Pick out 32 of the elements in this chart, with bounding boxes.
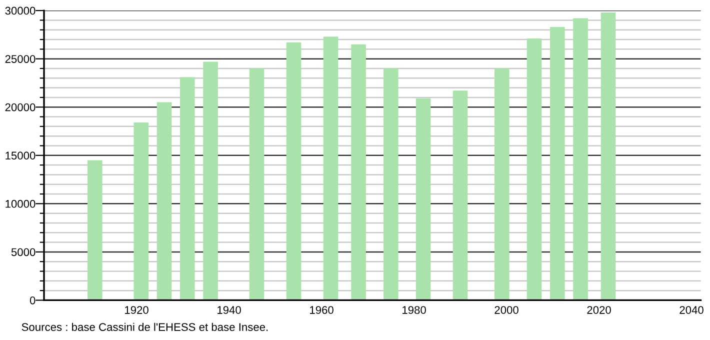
- bar: [286, 42, 302, 300]
- bar: [249, 68, 264, 300]
- x-tick-label: 1980: [402, 306, 426, 314]
- bar: [526, 38, 542, 300]
- x-tick-label: 1960: [310, 306, 334, 314]
- y-tick-label: 0: [30, 296, 36, 304]
- y-tick-label: 10000: [6, 200, 36, 208]
- y-tick-label: 25000: [5, 55, 36, 63]
- source-note: Sources : base Cassini de l'EHESS et base Insee.: [22, 322, 268, 332]
- bar: [203, 62, 218, 300]
- bar: [156, 102, 172, 300]
- x-tick-label: 2020: [587, 306, 611, 314]
- bar: [416, 98, 431, 300]
- x-tick-label: 2040: [680, 306, 704, 314]
- bar: [87, 160, 102, 300]
- bar: [351, 44, 366, 300]
- bar: [134, 122, 149, 300]
- bar: [323, 36, 338, 300]
- bar: [600, 12, 616, 300]
- x-tick-label: 2000: [494, 306, 518, 314]
- y-tick-label: 15000: [6, 152, 36, 160]
- bar: [550, 26, 565, 300]
- bar: [573, 18, 588, 300]
- y-tick-label: 20000: [5, 103, 36, 112]
- x-tick-label: 1940: [218, 306, 241, 314]
- y-tick-label: 5000: [11, 248, 36, 256]
- bar: [180, 77, 195, 300]
- x-tick-label: 1920: [125, 306, 148, 314]
- bar: [383, 68, 398, 300]
- y-tick-label: 30000: [5, 6, 36, 15]
- bar: [494, 68, 510, 300]
- bar: [452, 90, 468, 300]
